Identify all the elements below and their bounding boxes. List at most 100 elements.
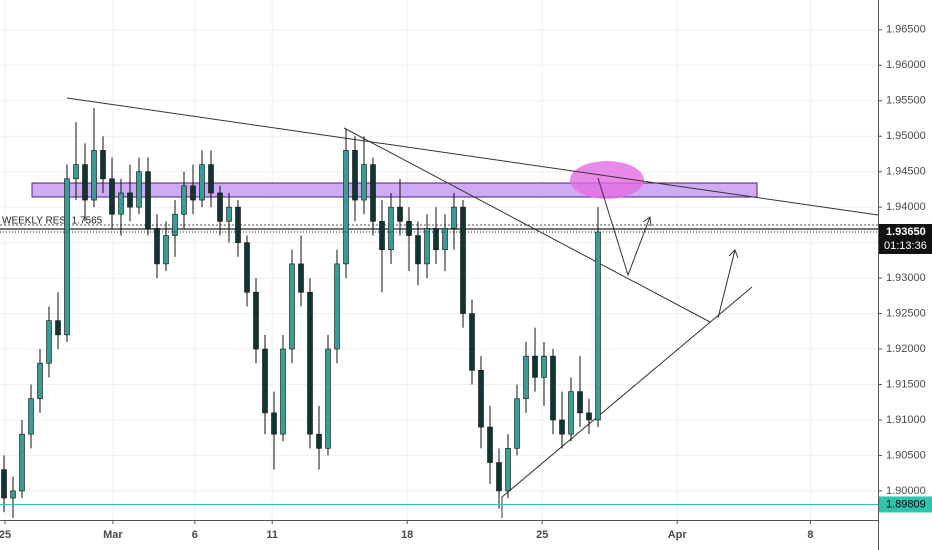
candle-body (586, 412, 592, 421)
candle-body (91, 150, 97, 201)
trend-line (343, 127, 711, 323)
candle-body (235, 206, 241, 243)
candle-body (595, 231, 601, 421)
candle-body (559, 419, 565, 435)
x-tick-label: 8 (807, 529, 813, 541)
candle-body (280, 348, 286, 435)
y-tick-label: 1.96000 (886, 59, 926, 71)
candle-body (127, 192, 133, 208)
candle-body (370, 164, 376, 222)
grid (0, 0, 878, 520)
candle-body (190, 185, 196, 201)
candle-body (478, 370, 484, 428)
candle-body (19, 433, 25, 492)
candle-body (442, 228, 448, 251)
candle-body (469, 313, 475, 371)
level-label-bg (879, 496, 932, 513)
candle-body (523, 355, 529, 399)
candle-body (532, 355, 538, 378)
price-axis-bg (878, 0, 932, 550)
x-tick-label: 25 (0, 529, 11, 541)
candle-body (352, 150, 358, 201)
candle-body (379, 221, 385, 251)
candle-body (577, 391, 583, 414)
candle-body (163, 235, 169, 265)
candle-body (406, 221, 412, 236)
candle-body (505, 448, 511, 492)
candle-body (118, 192, 124, 215)
y-tick-label: 1.92000 (886, 343, 926, 355)
candle-body (226, 206, 232, 222)
candle-body (568, 391, 574, 435)
projection-arrow (597, 177, 651, 277)
candle-body (37, 362, 43, 399)
y-tick-label: 1.96500 (886, 24, 926, 36)
candle-body (415, 235, 421, 265)
candle-body (343, 150, 349, 265)
candle-body (451, 206, 457, 229)
x-tick-label: 6 (192, 529, 198, 541)
projection-arrow (717, 249, 736, 319)
y-tick-label: 1.95000 (886, 130, 926, 142)
trend-line (66, 97, 879, 216)
candle-body (109, 178, 115, 215)
candle-body (28, 398, 34, 435)
candle-body (460, 206, 466, 314)
highlight-ellipse (570, 161, 644, 199)
x-tick-label: 18 (401, 529, 413, 541)
time-axis-bg (0, 520, 878, 550)
candle-body (496, 462, 502, 492)
level-label: 1.89809 (886, 498, 926, 510)
candle-body (208, 164, 214, 194)
candle-body (253, 291, 259, 350)
candle-body (397, 206, 403, 222)
arrow-head (728, 249, 739, 259)
candle-body (46, 320, 52, 364)
candle-body (154, 228, 160, 265)
x-tick-label: Mar (103, 529, 123, 541)
candle-body (64, 178, 70, 336)
candle-body (217, 192, 223, 222)
arrow-head (642, 216, 652, 227)
last-price-bg (879, 223, 932, 254)
countdown: 01:13:36 (884, 240, 927, 252)
y-tick-label: 1.90500 (886, 449, 926, 461)
candle-body (487, 426, 493, 463)
candle-body (325, 348, 331, 449)
candle-body (334, 263, 340, 350)
candle-body (316, 433, 322, 449)
candle-body (136, 171, 142, 208)
candles (0, 107, 878, 518)
candle-body (172, 213, 178, 236)
y-tick-label: 1.95500 (886, 95, 926, 107)
trend-line (501, 286, 753, 498)
y-tick-label: 1.91500 (886, 378, 926, 390)
annotation: WEEKLY RES: 1.7565 (2, 216, 103, 227)
candle-body (82, 164, 88, 201)
candle-body (244, 242, 250, 293)
candle-body (271, 412, 277, 435)
candle-body (550, 355, 556, 421)
candle-body (361, 164, 367, 201)
y-tick-label: 1.92500 (886, 307, 926, 319)
y-tick-label: 1.94500 (886, 166, 926, 178)
candle-body (181, 185, 187, 215)
candle-body (55, 320, 61, 336)
candle-body (298, 263, 304, 293)
candle-body (514, 398, 520, 449)
x-tick-label: Apr (668, 529, 688, 541)
candle-body (424, 228, 430, 265)
candle-body (433, 228, 439, 251)
x-tick-label: 11 (266, 529, 278, 541)
candle-body (100, 150, 106, 180)
y-tick-label: 1.90000 (886, 485, 926, 497)
candle-body (145, 171, 151, 229)
candle-body (73, 164, 79, 180)
last-price-label: 1.93650 (886, 226, 926, 238)
y-tick-label: 1.91000 (886, 414, 926, 426)
y-tick-label: 1.93000 (886, 272, 926, 284)
candle-body (1, 469, 7, 499)
